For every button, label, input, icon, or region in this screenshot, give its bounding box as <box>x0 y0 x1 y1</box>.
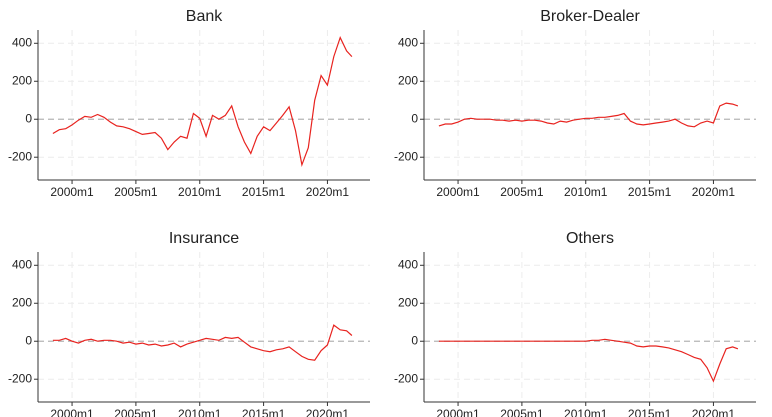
panel-title: Others <box>566 230 614 247</box>
x-tick-label: 2020m1 <box>306 185 350 199</box>
panel-title: Bank <box>186 8 223 25</box>
x-tick-label: 2015m1 <box>242 185 286 199</box>
data-line <box>52 324 353 361</box>
panel: Broker-Dealer -200 0 200 400 2000m1 2005m1 2010… <box>394 8 756 199</box>
y-tick-label: 200 <box>12 295 32 309</box>
data-line <box>52 36 353 168</box>
y-tick-label: -200 <box>394 371 418 385</box>
x-tick-label: 2000m1 <box>50 407 94 417</box>
panel-title: Insurance <box>169 230 239 247</box>
y-tick-label: 400 <box>398 257 418 271</box>
panel: Insurance -200 0 200 400 2000m1 2005m1 2010m1 20… <box>8 230 370 417</box>
x-tick-label: 2020m1 <box>692 185 736 199</box>
y-tick-label: 0 <box>25 111 32 125</box>
x-tick-label: 2005m1 <box>114 407 158 417</box>
x-tick-label: 2005m1 <box>500 185 544 199</box>
x-tick-label: 2010m1 <box>178 407 222 417</box>
data-line <box>438 338 739 383</box>
y-tick-label: 200 <box>12 73 32 87</box>
x-tick-label: 2015m1 <box>242 407 286 417</box>
data-line <box>438 102 739 128</box>
panel-title: Broker-Dealer <box>540 8 640 25</box>
x-tick-label: 2005m1 <box>500 407 544 417</box>
x-tick-label: 2015m1 <box>628 407 672 417</box>
x-tick-label: 2015m1 <box>628 185 672 199</box>
x-tick-label: 2010m1 <box>178 185 222 199</box>
y-tick-label: 200 <box>398 73 418 87</box>
y-tick-label: 400 <box>12 257 32 271</box>
x-tick-label: 2000m1 <box>50 185 94 199</box>
panel: Others -200 0 200 400 2000m1 2005m1 2010m1 2015m… <box>394 230 756 417</box>
y-tick-label: 0 <box>411 333 418 347</box>
y-tick-label: -200 <box>8 149 32 163</box>
y-tick-label: -200 <box>394 149 418 163</box>
x-tick-label: 2005m1 <box>114 185 158 199</box>
y-tick-label: 0 <box>411 111 418 125</box>
x-tick-label: 2000m1 <box>436 407 480 417</box>
x-tick-label: 2010m1 <box>564 185 608 199</box>
x-tick-label: 2000m1 <box>436 185 480 199</box>
y-tick-label: 0 <box>25 333 32 347</box>
x-tick-label: 2010m1 <box>564 407 608 417</box>
y-tick-label: 200 <box>398 295 418 309</box>
y-tick-label: 400 <box>398 35 418 49</box>
x-tick-label: 2020m1 <box>692 407 736 417</box>
panel: Bank -200 0 200 400 2000m1 2005m1 2010m1 2015m1 2… <box>8 8 370 199</box>
y-tick-label: -200 <box>8 371 32 385</box>
y-tick-label: 400 <box>12 35 32 49</box>
x-tick-label: 2020m1 <box>306 407 350 417</box>
